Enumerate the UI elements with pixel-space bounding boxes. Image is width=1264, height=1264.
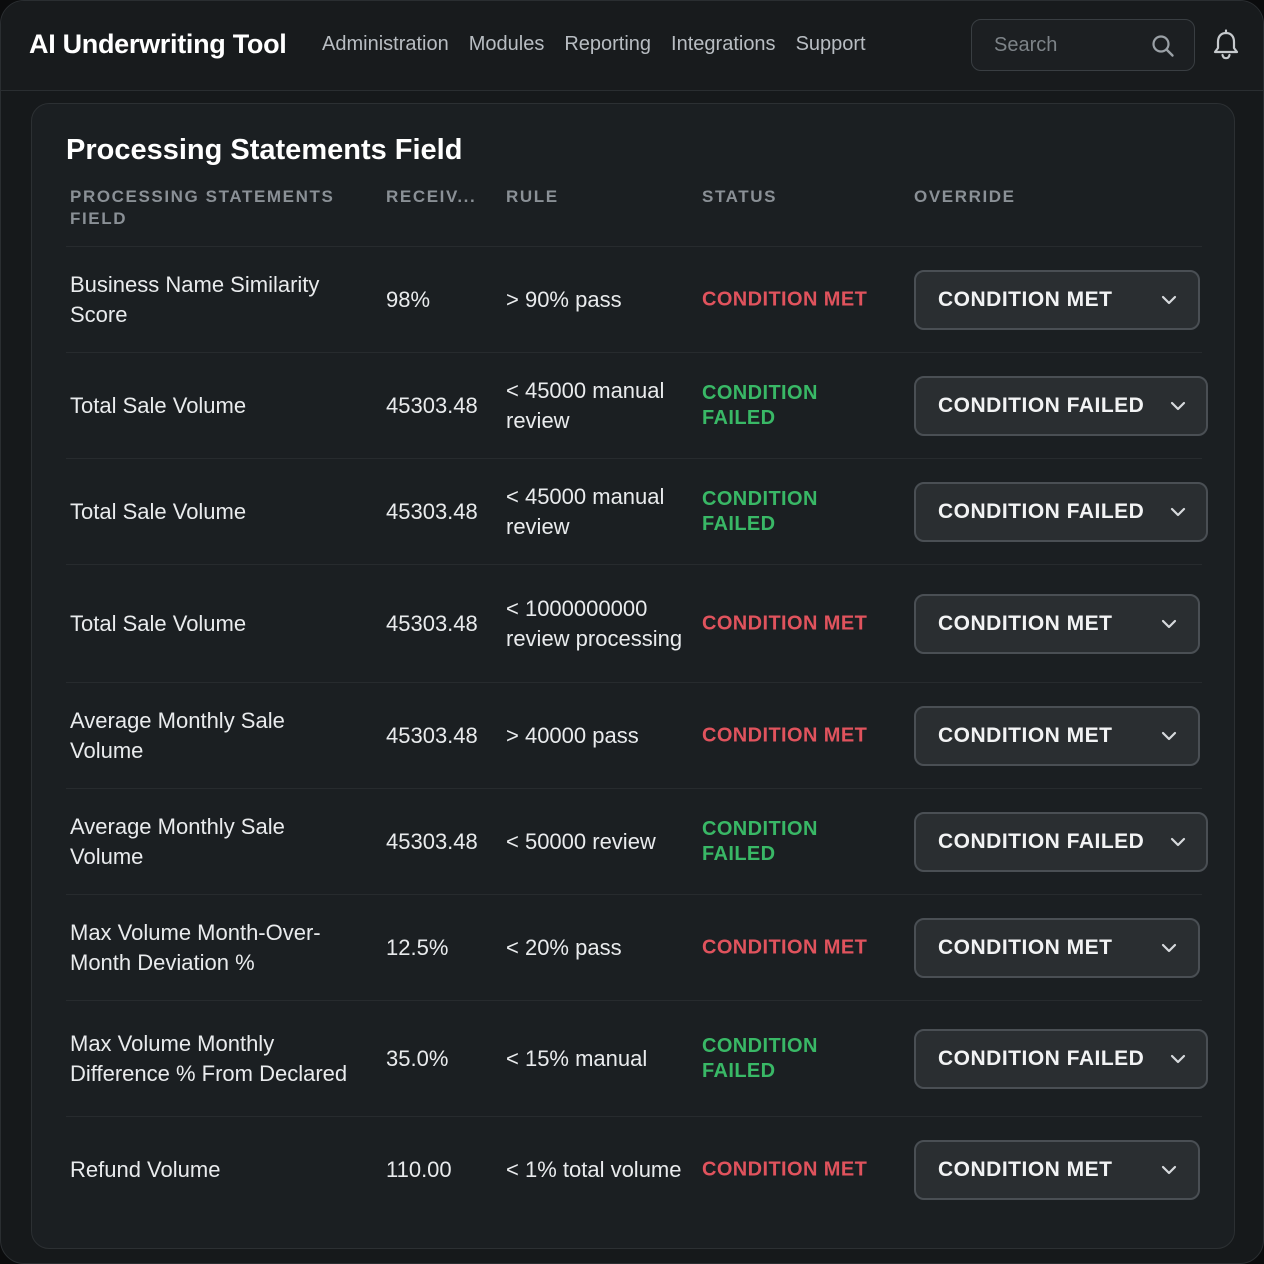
status-badge: CONDITION FAILED <box>702 1034 818 1082</box>
override-value: CONDITION FAILED <box>938 829 1145 853</box>
status-badge: CONDITION MET <box>702 1158 868 1180</box>
field-name: Refund Volume <box>70 1156 221 1182</box>
column-header-status[interactable]: STATUS <box>702 187 778 206</box>
rule-text: > 40000 pass <box>506 722 639 748</box>
rule-text: < 1000000000 review processing <box>506 595 683 651</box>
status-badge: CONDITION MET <box>702 724 868 746</box>
chevron-down-icon <box>1161 943 1177 952</box>
chevron-down-icon <box>1170 401 1186 410</box>
column-header-override[interactable]: OVERRIDE <box>914 187 1016 206</box>
field-name: Max Volume Month-Over-Month Deviation % <box>70 919 321 975</box>
received-value: 45303.48 <box>386 610 478 636</box>
table-row: Max Volume Month-Over-Month Deviation % … <box>66 894 1202 1000</box>
search-box <box>971 19 1195 71</box>
chevron-down-icon <box>1161 619 1177 628</box>
column-header-received[interactable]: RECEIV... <box>386 187 477 206</box>
override-dropdown[interactable]: CONDITION MET <box>914 1139 1200 1200</box>
status-badge: CONDITION MET <box>702 936 868 958</box>
received-value: 45303.48 <box>386 722 478 748</box>
override-dropdown[interactable]: CONDITION FAILED <box>914 375 1208 436</box>
override-value: CONDITION MET <box>938 935 1113 959</box>
field-name: Average Monthly Sale Volume <box>70 813 285 869</box>
received-value: 12.5% <box>386 934 449 960</box>
table-row: Refund Volume 110.00 < 1% total volume C… <box>66 1116 1202 1222</box>
status-badge: CONDITION FAILED <box>702 381 818 429</box>
page-title: Processing Statements Field <box>66 134 463 166</box>
field-name: Business Name Similarity Score <box>70 271 320 327</box>
search-icon[interactable] <box>1150 33 1176 59</box>
table-row: Total Sale Volume 45303.48 < 1000000000 … <box>66 564 1202 682</box>
search-input[interactable] <box>972 20 1152 70</box>
status-badge: CONDITION FAILED <box>702 817 818 865</box>
received-value: 98% <box>386 286 431 312</box>
override-dropdown[interactable]: CONDITION MET <box>914 269 1200 330</box>
override-value: CONDITION MET <box>938 611 1113 635</box>
override-value: CONDITION FAILED <box>938 499 1145 523</box>
table-row: Total Sale Volume 45303.48 < 45000 manua… <box>66 458 1208 564</box>
rule-text: < 50000 review <box>506 828 656 854</box>
status-badge: CONDITION MET <box>702 288 868 310</box>
field-name: Average Monthly Sale Volume <box>70 707 285 763</box>
table-row: Business Name Similarity Score 98% > 90%… <box>66 246 1202 352</box>
chevron-down-icon <box>1170 1054 1186 1063</box>
table-row: Average Monthly Sale Volume 45303.48 > 4… <box>66 682 1202 788</box>
nav-item-modules[interactable]: Modules <box>468 33 545 55</box>
override-value: CONDITION FAILED <box>938 393 1145 417</box>
processing-statements-card: Processing Statements Field PROCESSING S… <box>31 103 1235 1249</box>
chevron-down-icon <box>1161 731 1177 740</box>
received-value: 45303.48 <box>386 828 478 854</box>
override-dropdown[interactable]: CONDITION FAILED <box>914 481 1208 542</box>
field-name: Total Sale Volume <box>70 610 247 636</box>
rule-text: < 20% pass <box>506 934 622 960</box>
column-header-field[interactable]: PROCESSING STATEMENTS FIELD <box>70 187 335 228</box>
field-name: Total Sale Volume <box>70 392 247 418</box>
override-value: CONDITION MET <box>938 723 1113 747</box>
field-name: Total Sale Volume <box>70 498 247 524</box>
app-title[interactable]: AI Underwriting Tool <box>29 29 287 59</box>
field-name: Max Volume Monthly Difference % From Dec… <box>70 1030 348 1086</box>
override-dropdown[interactable]: CONDITION FAILED <box>914 1028 1208 1089</box>
bell-icon[interactable] <box>1211 29 1241 61</box>
rule-text: < 1% total volume <box>506 1156 682 1182</box>
rule-text: > 90% pass <box>506 286 622 312</box>
column-header-rule[interactable]: RULE <box>506 187 559 206</box>
nav-item-administration[interactable]: Administration <box>322 33 449 55</box>
override-value: CONDITION FAILED <box>938 1046 1145 1070</box>
nav-item-integrations[interactable]: Integrations <box>671 33 776 55</box>
received-value: 45303.48 <box>386 498 478 524</box>
received-value: 35.0% <box>386 1045 449 1071</box>
rule-text: < 45000 manual review <box>506 377 665 433</box>
chevron-down-icon <box>1170 507 1186 516</box>
table-row: Max Volume Monthly Difference % From Dec… <box>66 1000 1208 1116</box>
chevron-down-icon <box>1170 837 1186 846</box>
override-value: CONDITION MET <box>938 1157 1113 1181</box>
table-row: Total Sale Volume 45303.48 < 45000 manua… <box>66 352 1208 458</box>
override-value: CONDITION MET <box>938 287 1113 311</box>
received-value: 110.00 <box>386 1156 452 1182</box>
rule-text: < 45000 manual review <box>506 483 665 539</box>
nav-item-reporting[interactable]: Reporting <box>564 33 652 55</box>
nav-item-support[interactable]: Support <box>795 33 866 55</box>
override-dropdown[interactable]: CONDITION MET <box>914 705 1200 766</box>
received-value: 45303.48 <box>386 392 478 418</box>
override-dropdown[interactable]: CONDITION FAILED <box>914 811 1208 872</box>
status-badge: CONDITION MET <box>702 612 868 634</box>
status-badge: CONDITION FAILED <box>702 487 818 535</box>
override-dropdown[interactable]: CONDITION MET <box>914 593 1200 654</box>
main-nav: Administration Modules Reporting Integra… <box>322 33 886 56</box>
table-row: Average Monthly Sale Volume 45303.48 < 5… <box>66 788 1208 894</box>
chevron-down-icon <box>1161 295 1177 304</box>
rule-text: < 15% manual <box>506 1045 648 1071</box>
override-dropdown[interactable]: CONDITION MET <box>914 917 1200 978</box>
chevron-down-icon <box>1161 1165 1177 1174</box>
top-navigation-bar: AI Underwriting Tool Administration Modu… <box>1 1 1263 91</box>
